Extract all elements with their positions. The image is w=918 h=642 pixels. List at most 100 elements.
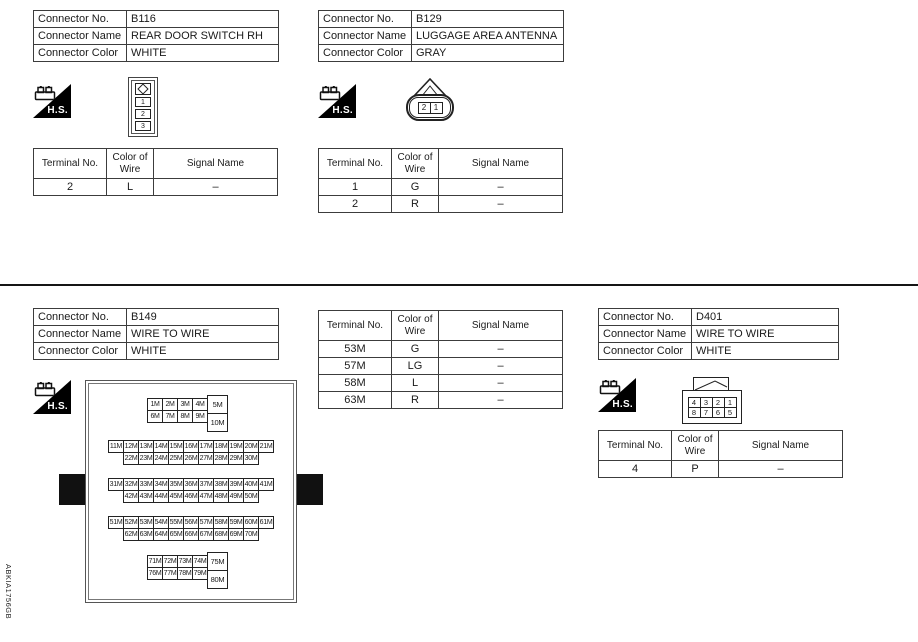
connector-info-table-b129: Connector No. B129 Connector Name LUGGAG…	[318, 10, 564, 62]
connector-name-value: REAR DOOR SWITCH RH	[126, 27, 279, 45]
pin-col-75m-80m: 75M 80M	[207, 552, 228, 589]
pin-cell: 78M	[177, 567, 193, 580]
pin-row-42m-50m: 42M 43M 44M 45M 46M 47M 48M 49M 50M	[123, 490, 259, 503]
pin-cell: 7M	[162, 410, 178, 423]
pin-row-62m-70m: 62M 63M 64M 65M 66M 67M 68M 69M 70M	[123, 528, 259, 541]
connector-side-tab-right	[295, 474, 323, 505]
pin-cell: 9M	[192, 410, 208, 423]
signal-name: –	[718, 460, 843, 478]
pin-cell: 76M	[147, 567, 163, 580]
hs-label: H.S.	[47, 105, 68, 116]
terminal-row: 53M G –	[318, 340, 563, 358]
wire-color: G	[391, 340, 439, 358]
connector-name-value: WIRE TO WIRE	[126, 325, 279, 343]
terminal-row: 1 G –	[318, 178, 563, 196]
pin-row-1m-4m: 1M 2M 3M 4M	[147, 398, 208, 411]
wire-color: G	[391, 178, 439, 196]
pin-cell: 77M	[162, 567, 178, 580]
terminal-no: 63M	[318, 391, 392, 409]
pin-cell: 70M	[243, 528, 259, 541]
connector-no-value: B129	[411, 10, 564, 28]
terminal-row: 2 R –	[318, 195, 563, 213]
lock-tab-icon	[693, 377, 729, 390]
connector-color-value: WHITE	[691, 342, 839, 360]
pin-cell: 22M	[123, 452, 139, 465]
pin-cell: 79M	[192, 567, 208, 580]
terminal-no: 4	[598, 460, 672, 478]
pin-cell: 41M	[258, 478, 274, 491]
pin-row-11m-21m: 11M 12M 13M 14M 15M 16M 17M 18M 19M 20M 21M	[108, 440, 274, 453]
hs-icon: H.S.	[318, 84, 356, 118]
pin-cell: 10M	[207, 413, 228, 432]
pin-cell: 47M	[198, 490, 214, 503]
pin-cell: 25M	[168, 452, 184, 465]
pin-cell: 50M	[243, 490, 259, 503]
pin-cell: 65M	[168, 528, 184, 541]
color-of-wire-header: Color of Wire	[391, 310, 439, 341]
pin-cell: 68M	[213, 528, 229, 541]
connector-name-label: Connector Name	[598, 325, 692, 343]
terminal-no-header: Terminal No.	[598, 430, 672, 461]
connector-no-value: D401	[691, 308, 839, 326]
pin-cell: 61M	[258, 516, 274, 529]
pin-cell: 11M	[108, 440, 124, 453]
connector-no-label: Connector No.	[33, 308, 127, 326]
wire-color: LG	[391, 357, 439, 375]
pin-cell: 27M	[198, 452, 214, 465]
terminal-row: 4 P –	[598, 460, 843, 478]
hs-icon: H.S.	[33, 380, 71, 414]
diamond-keyway-icon	[137, 83, 149, 95]
terminal-no-header: Terminal No.	[33, 148, 107, 179]
terminal-table-d401: Terminal No. Color of Wire Signal Name 4…	[598, 430, 843, 478]
pin-cell: 49M	[228, 490, 244, 503]
terminal-no: 57M	[318, 357, 392, 375]
pin-cell: 21M	[258, 440, 274, 453]
pin-cell: 26M	[183, 452, 199, 465]
terminal-no-header: Terminal No.	[318, 148, 392, 179]
connector-info-table-d401: Connector No. D401 Connector Name WIRE T…	[598, 308, 839, 360]
hs-label: H.S.	[47, 401, 68, 412]
pin-cell: 24M	[153, 452, 169, 465]
pin-cell: 51M	[108, 516, 124, 529]
pin-cell: 67M	[198, 528, 214, 541]
signal-name-header: Signal Name	[438, 148, 563, 179]
wire-color: R	[391, 391, 439, 409]
connector-name-label: Connector Name	[33, 27, 127, 45]
color-of-wire-header: Color of Wire	[106, 148, 154, 179]
signal-name: –	[438, 178, 563, 196]
signal-name: –	[438, 357, 563, 375]
pin-cell: 30M	[243, 452, 259, 465]
wire-color: L	[391, 374, 439, 392]
terminal-no: 2	[318, 195, 392, 213]
terminal-no-header: Terminal No.	[318, 310, 392, 341]
signal-name: –	[438, 391, 563, 409]
pin-cell: 2	[135, 109, 151, 119]
pin-cell: 46M	[183, 490, 199, 503]
pin-row-51m-61m: 51M 52M 53M 54M 55M 56M 57M 58M 59M 60M 61M	[108, 516, 274, 529]
pin-col-5m-10m: 5M 10M	[207, 395, 228, 432]
pin-cell: 5M	[207, 395, 228, 414]
signal-name-header: Signal Name	[718, 430, 843, 461]
pin-cell: 64M	[153, 528, 169, 541]
hs-label: H.S.	[612, 399, 633, 410]
pin-cell: 75M	[207, 552, 228, 571]
pin-cell: 23M	[138, 452, 154, 465]
connector-body-inner	[88, 383, 294, 600]
pin-cell: 31M	[108, 478, 124, 491]
terminal-table-b129: Terminal No. Color of Wire Signal Name 1…	[318, 148, 563, 213]
connector-color-label: Connector Color	[33, 44, 127, 62]
pin-cell: 1	[429, 101, 443, 114]
hs-icon: H.S.	[33, 84, 71, 118]
pin-cell: 28M	[213, 452, 229, 465]
connector-no-label: Connector No.	[33, 10, 127, 28]
pin-cell: 45M	[168, 490, 184, 503]
pin-cell: 8M	[177, 410, 193, 423]
